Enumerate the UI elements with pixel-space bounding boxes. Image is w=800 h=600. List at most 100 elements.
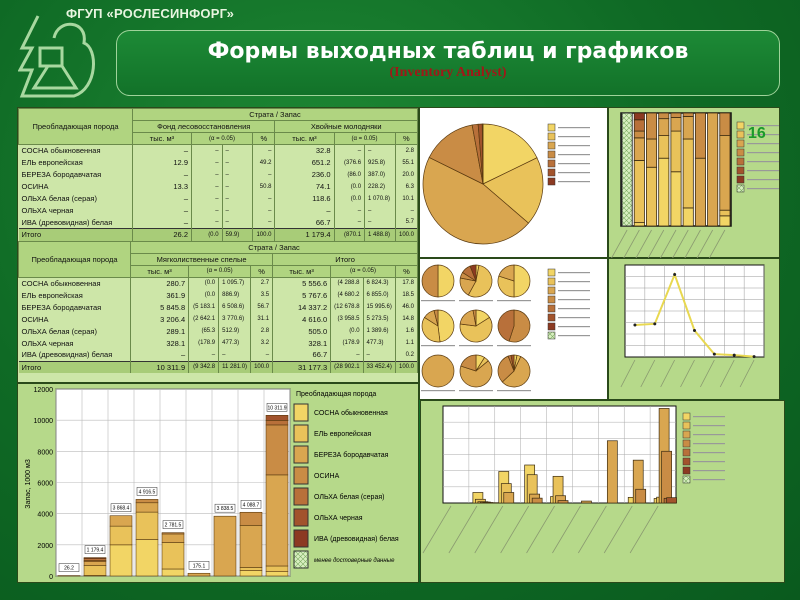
table-header-row: Фонд лесовосстановления Хвойные молодняки <box>19 120 418 133</box>
bar-segment <box>161 542 185 570</box>
percent-value: – <box>252 168 276 181</box>
x-tick-label-line <box>422 505 452 554</box>
table-header-row: Преобладающая порода Страта / Запас <box>17 240 418 278</box>
inventory-table-0: Преобладающая порода Страта / Запас Фонд л… <box>18 108 419 241</box>
unit-header: тыс. м³ <box>274 132 335 145</box>
legend-swatch <box>293 529 309 548</box>
ci-high: 59.9) <box>222 228 254 241</box>
stock-value: 66.7 <box>274 216 335 229</box>
small-pie-slice <box>513 264 531 298</box>
pie-caption-line <box>421 390 455 392</box>
data-point <box>633 323 637 327</box>
bar-segment <box>109 544 133 577</box>
small-pie-slice <box>437 309 455 343</box>
stock-value: – <box>132 204 193 217</box>
bar-segment <box>265 474 289 567</box>
legend-swatch <box>736 166 745 175</box>
legend-swatch <box>682 430 691 439</box>
title-box: Формы выходных таблиц и графиков (Invent… <box>116 30 780 96</box>
bar-segment <box>707 112 719 227</box>
pct-header: % <box>252 132 276 145</box>
ci-header: (α = 0.05) <box>330 264 396 278</box>
ci-high: 477.3) <box>363 337 396 349</box>
slide-subtitle: (Inventory Analyst) <box>389 65 507 80</box>
species-name: ЕЛЬ европейская <box>18 156 133 169</box>
legend-swatch <box>682 421 691 430</box>
table-row: Итого 26.2 (0.0 59.9) 100.0 1 179.4 (870.1 1 48… <box>18 228 419 241</box>
ci-low: – <box>191 168 223 181</box>
species-pie-chart <box>422 123 590 245</box>
stock-value: 505.0 <box>272 325 332 337</box>
small-pie-slice <box>510 354 515 372</box>
ci-low: – <box>191 156 223 169</box>
ci-low: – <box>191 180 223 193</box>
pie-caption-line <box>459 300 493 302</box>
legend-text-line <box>693 479 725 481</box>
ci-low: (86.0 <box>334 168 366 181</box>
small-pie-slice <box>498 264 515 282</box>
ci-low: (870.1 <box>334 228 366 241</box>
bar <box>666 497 677 504</box>
small-pie-slice <box>421 354 455 388</box>
ci-high: – <box>363 349 396 361</box>
bar-total-label: 4 088.7 <box>243 502 260 508</box>
bar-segment <box>161 568 185 577</box>
table-row: СОСНА обыкновенная – – – –32.8– –2.8 <box>18 144 419 157</box>
stock-value: 74.1 <box>274 180 335 193</box>
percent-value: 46.0 <box>395 301 419 313</box>
stock-value: – <box>132 216 193 229</box>
stock-value: – <box>130 349 190 361</box>
small-pie-slice <box>497 275 515 298</box>
legend-swatch <box>682 412 691 421</box>
percent-value: 100.0 <box>395 360 419 373</box>
x-tick-label-line <box>692 229 714 267</box>
percent-value: – <box>252 204 276 217</box>
legend-text-line <box>693 470 725 472</box>
ci-low: (3 958.5 <box>330 313 364 325</box>
x-tick-label-line <box>719 359 735 388</box>
x-tick-label-line <box>620 359 636 388</box>
bar-total-label: 2 781.5 <box>165 523 182 529</box>
x-tick-label-line <box>500 505 530 554</box>
data-label-box <box>162 520 184 529</box>
data-point <box>653 322 657 326</box>
legend-title: Преобладающая порода <box>296 390 376 398</box>
pct-header: % <box>394 132 419 145</box>
data-point <box>673 273 677 277</box>
ci-header: (α = 0.05) <box>190 132 254 145</box>
species-name: ОЛЬХА черная <box>18 337 132 349</box>
species-name: БЕРЕЗА бородавчатая <box>18 168 133 181</box>
y-tick-label: 2000 <box>37 543 53 550</box>
bar-segment <box>633 137 645 161</box>
legend-text-line <box>693 443 725 445</box>
percent-value: 5.7 <box>395 216 419 229</box>
legend-entry: менее достоверные данные <box>314 558 395 564</box>
pie-caption-line <box>459 390 493 392</box>
legend-swatch <box>547 313 556 322</box>
percent-value: 0.2 <box>395 349 419 361</box>
legend-text-line <box>558 308 590 310</box>
stock-value: – <box>132 192 193 205</box>
legend-swatch <box>547 295 556 304</box>
percent-value: 1.6 <box>395 325 419 337</box>
bar-segment <box>265 565 289 572</box>
legend-swatch <box>736 121 745 130</box>
bar-segment <box>719 209 731 217</box>
bar-segment <box>719 135 731 211</box>
bar-segment <box>670 171 682 227</box>
small-pie-slice <box>437 264 455 298</box>
bar-segment <box>682 115 694 140</box>
legend-entry: ИВА (древовидная) белая <box>314 535 399 543</box>
pie-slice <box>428 124 484 185</box>
ci-low: (178.9 <box>188 337 220 349</box>
legend-swatch <box>736 148 745 157</box>
ci-high: 477.3) <box>218 337 252 349</box>
legend-text-line <box>558 335 590 337</box>
bar-segment <box>239 567 263 571</box>
stock-value: 289.1 <box>130 325 190 337</box>
pie-slice <box>482 157 544 224</box>
bar-segment <box>658 135 670 159</box>
ci-high: 6 508.6) <box>218 301 252 313</box>
small-pie-slice <box>472 309 477 327</box>
legend-swatch <box>547 168 556 177</box>
